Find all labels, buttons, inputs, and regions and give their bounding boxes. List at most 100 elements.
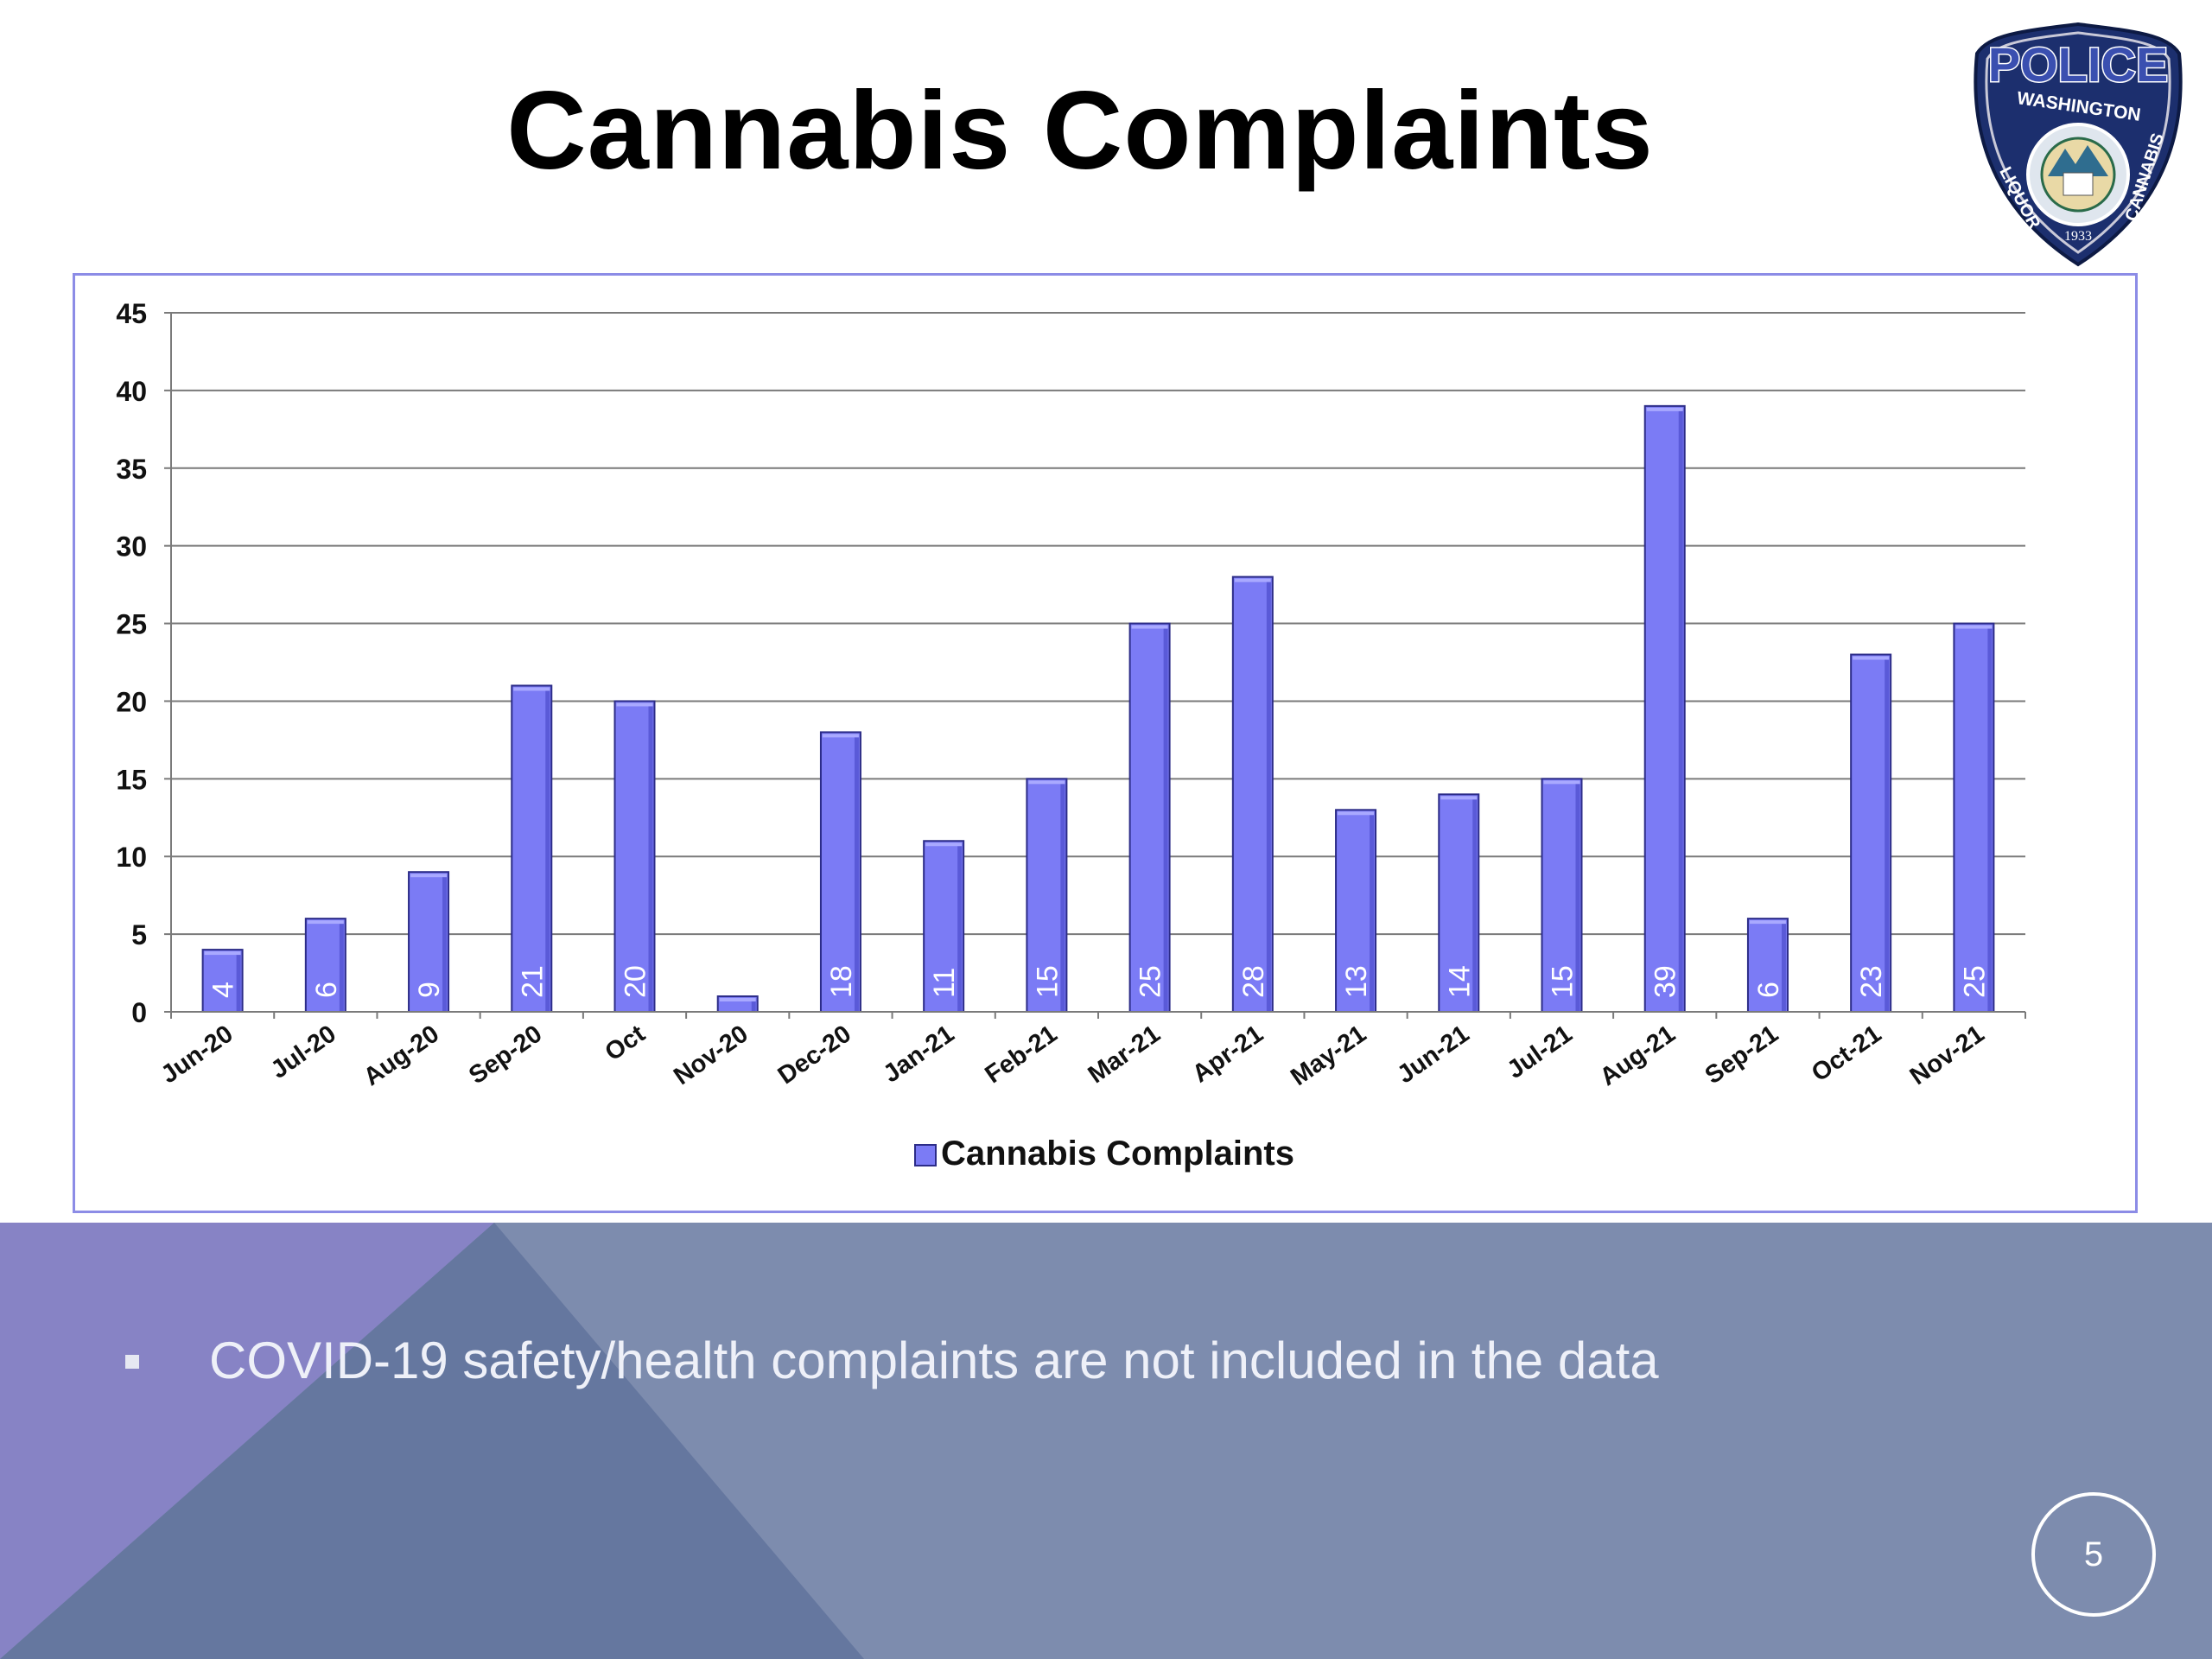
bar-highlight <box>822 734 859 738</box>
y-tick-label: 5 <box>131 919 147 950</box>
x-tick-label: Oct-21 <box>1807 1020 1886 1088</box>
x-tick-label: Aug-21 <box>1595 1020 1681 1092</box>
y-tick-label: 40 <box>116 376 147 407</box>
y-tick-label: 30 <box>116 531 147 563</box>
chart-frame: 0 5 10 15 20 25 30 35 40 45 4 6 9 21 20 18 11 15 25 28 13 14 1… <box>73 273 2138 1213</box>
bar-shade <box>1987 625 1993 1012</box>
bar-shade <box>236 951 241 1012</box>
bar <box>1746 918 1789 1014</box>
x-tick-label: Nov-21 <box>1905 1020 1990 1091</box>
x-tick-label: Nov-20 <box>669 1020 753 1091</box>
bar-shade <box>854 734 859 1012</box>
data-label: 15 <box>1031 965 1064 998</box>
bar-shade <box>1060 780 1065 1012</box>
bar-chart: 0 5 10 15 20 25 30 35 40 45 4 6 9 21 20 18 11 15 25 28 13 14 1… <box>116 298 2026 1173</box>
data-label: 13 <box>1340 965 1373 998</box>
bar-shade <box>442 874 448 1012</box>
legend-label: Cannabis Complaints <box>941 1135 1294 1173</box>
bar-shade <box>1163 625 1168 1012</box>
bar-highlight <box>1853 656 1890 660</box>
badge-year-text: 1933 <box>2064 229 2092 244</box>
y-tick-label: 20 <box>116 686 147 717</box>
bullet-square-icon <box>125 1355 139 1369</box>
x-tick-label: Oct <box>601 1020 651 1066</box>
bar-highlight <box>1646 407 1683 411</box>
page-number: 5 <box>2031 1492 2156 1617</box>
police-badge-logo: POLICE WASHINGTON LIQUOR CANNABIS 1933 <box>1970 19 2186 270</box>
bar-shade <box>545 687 550 1012</box>
bar-highlight <box>1955 625 1993 629</box>
x-tick-label: Sep-20 <box>464 1020 547 1090</box>
bar <box>511 684 553 1013</box>
bar-highlight <box>1234 578 1271 582</box>
bar <box>201 949 244 1013</box>
bar-highlight <box>1543 780 1580 785</box>
data-label: 11 <box>928 968 961 998</box>
data-label: 4 <box>207 982 240 998</box>
bar <box>819 731 861 1014</box>
bar <box>408 871 450 1014</box>
bar <box>1026 778 1068 1013</box>
bar-shade <box>1781 920 1786 1012</box>
bullet-text: COVID-19 safety/health complaints are no… <box>209 1332 1659 1389</box>
data-label: 21 <box>516 965 549 998</box>
bar-highlight <box>410 874 448 878</box>
x-tick-label: Jul-20 <box>266 1020 341 1084</box>
bar-highlight <box>513 687 550 691</box>
data-label: 25 <box>1958 965 1991 998</box>
footer-band <box>0 1223 2212 1659</box>
slide-title: Cannabis Complaints <box>506 69 1654 193</box>
bar-highlight <box>307 920 344 925</box>
bar-highlight <box>204 951 241 956</box>
data-label: 39 <box>1649 965 1682 998</box>
data-label: 14 <box>1443 965 1476 998</box>
y-tick-label: 25 <box>116 609 147 640</box>
x-tick-label: May-21 <box>1286 1020 1371 1092</box>
bar <box>1231 575 1274 1013</box>
bar-shade <box>957 842 963 1012</box>
data-label: 9 <box>413 982 446 998</box>
x-tick-label: Feb-21 <box>980 1020 1062 1090</box>
data-label: 15 <box>1547 965 1580 998</box>
bar-highlight <box>1028 780 1065 785</box>
bar-highlight <box>719 998 756 1002</box>
badge-top-text: POLICE <box>1988 37 2168 92</box>
data-label: 6 <box>1752 982 1785 998</box>
bar-highlight <box>1131 625 1168 629</box>
y-tick-label: 45 <box>116 298 147 329</box>
y-tick-label: 10 <box>116 842 147 873</box>
bar-shade <box>1575 780 1580 1012</box>
y-tick-label: 15 <box>116 764 147 795</box>
x-tick-label: Mar-21 <box>1084 1020 1166 1090</box>
bar <box>1128 622 1171 1013</box>
bar-highlight <box>1338 811 1375 816</box>
bar-shade <box>751 998 756 1012</box>
x-tick-label: Jun-20 <box>156 1020 238 1090</box>
y-tick-label: 35 <box>116 454 147 485</box>
data-label: 20 <box>620 965 652 998</box>
bar-shade <box>1678 407 1683 1012</box>
bar-shade <box>648 702 653 1012</box>
bar-shade <box>1266 578 1271 1012</box>
bar <box>1953 622 1995 1013</box>
bar <box>923 840 965 1013</box>
bar-highlight <box>925 842 963 847</box>
data-label: 23 <box>1855 965 1888 998</box>
bar-shade <box>1885 656 1890 1012</box>
x-tick-label: Apr-21 <box>1187 1020 1268 1089</box>
bar-highlight <box>1749 920 1786 925</box>
data-label: 28 <box>1237 965 1270 998</box>
bar-shade <box>1472 796 1478 1012</box>
x-tick-label: Jan-21 <box>879 1020 960 1089</box>
bar-highlight <box>1440 796 1478 800</box>
bar <box>613 700 656 1013</box>
legend-swatch <box>914 1144 937 1166</box>
x-tick-label: Jul-21 <box>1502 1020 1577 1084</box>
bar <box>1541 778 1583 1013</box>
data-label: 6 <box>310 982 343 998</box>
x-tick-label: Aug-20 <box>359 1020 444 1092</box>
x-tick-label: Sep-21 <box>1700 1020 1783 1090</box>
data-label: 18 <box>825 965 858 998</box>
x-tick-label: Jun-21 <box>1392 1020 1474 1090</box>
y-tick-label: 0 <box>131 997 147 1028</box>
